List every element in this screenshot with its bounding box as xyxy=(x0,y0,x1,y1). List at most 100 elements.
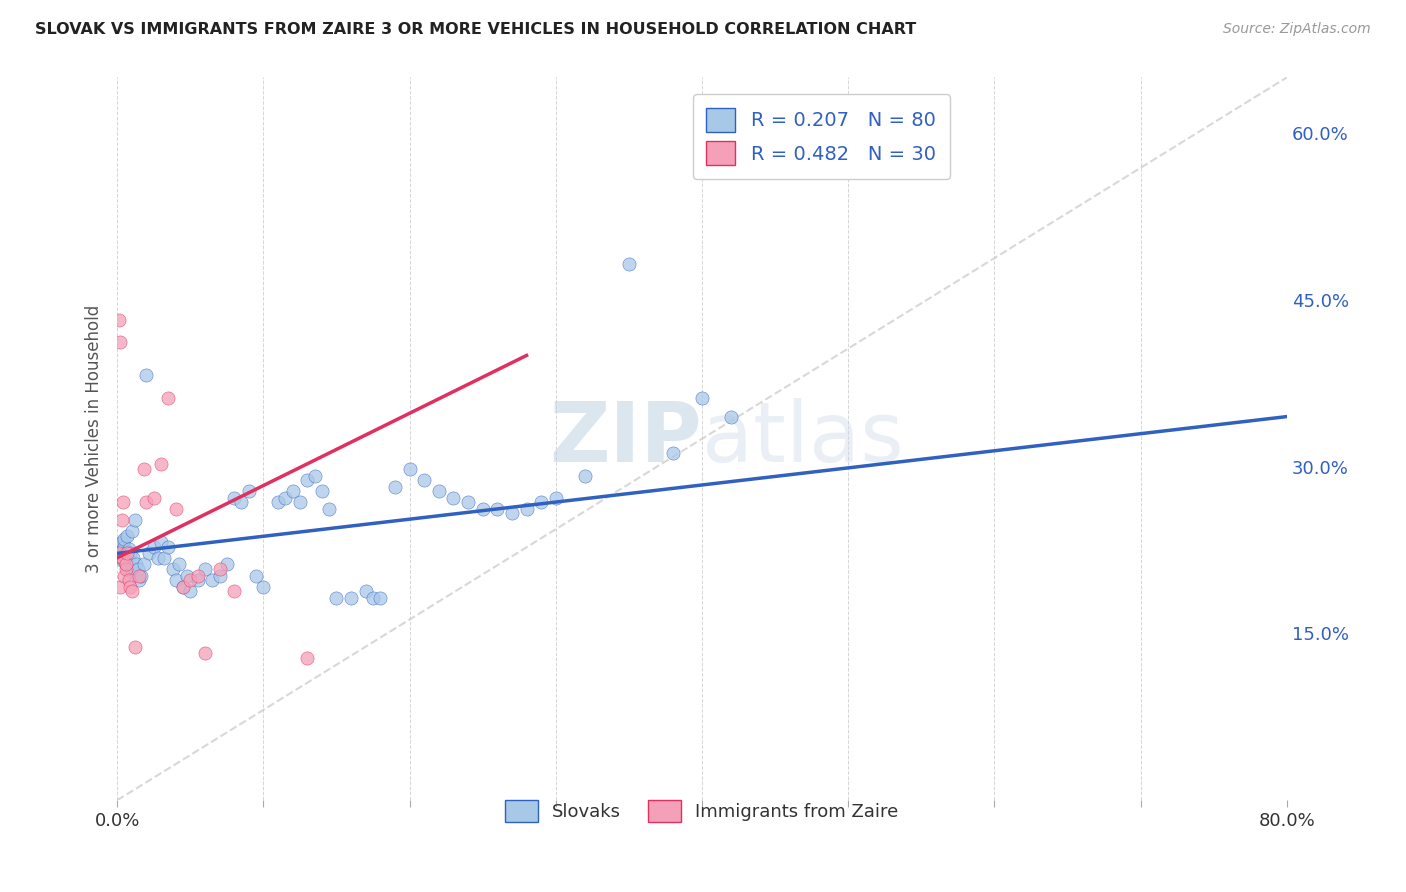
Point xyxy=(121,566,143,580)
Point xyxy=(297,473,319,487)
Point xyxy=(110,513,132,527)
Point xyxy=(142,540,165,554)
Point xyxy=(128,568,150,582)
Point xyxy=(157,391,180,405)
Point xyxy=(110,550,132,565)
Point xyxy=(146,550,169,565)
Point xyxy=(114,549,136,563)
Point xyxy=(208,562,231,576)
Point xyxy=(167,558,190,572)
Point xyxy=(288,495,311,509)
Point xyxy=(384,480,406,494)
Point xyxy=(457,495,479,509)
Point xyxy=(124,640,146,654)
Point xyxy=(120,580,142,594)
Point xyxy=(108,546,131,560)
Point xyxy=(132,558,155,572)
Point xyxy=(486,501,509,516)
Y-axis label: 3 or more Vehicles in Household: 3 or more Vehicles in Household xyxy=(86,305,103,573)
Point xyxy=(530,495,553,509)
Point xyxy=(172,580,194,594)
Point xyxy=(176,568,198,582)
Point xyxy=(398,462,420,476)
Point xyxy=(112,550,135,565)
Point xyxy=(544,491,567,505)
Point xyxy=(471,501,494,516)
Point xyxy=(122,550,145,565)
Point xyxy=(112,554,135,568)
Text: atlas: atlas xyxy=(702,399,904,479)
Point xyxy=(252,580,274,594)
Point xyxy=(720,409,742,424)
Point xyxy=(361,591,384,605)
Point xyxy=(427,484,450,499)
Point xyxy=(281,484,304,499)
Point xyxy=(574,468,596,483)
Point xyxy=(112,543,135,558)
Point xyxy=(118,573,141,587)
Point xyxy=(132,462,155,476)
Point xyxy=(157,540,180,554)
Point xyxy=(120,546,142,560)
Point xyxy=(115,562,138,576)
Point xyxy=(115,558,138,572)
Point xyxy=(150,535,173,549)
Point xyxy=(127,562,149,576)
Point xyxy=(172,580,194,594)
Point xyxy=(108,335,131,350)
Point xyxy=(107,546,129,560)
Point xyxy=(201,573,224,587)
Point xyxy=(107,543,129,558)
Point xyxy=(114,568,136,582)
Point xyxy=(118,541,141,556)
Point xyxy=(443,491,465,505)
Point xyxy=(129,568,152,582)
Point xyxy=(165,573,187,587)
Point xyxy=(114,540,136,554)
Point xyxy=(304,468,326,483)
Point xyxy=(153,550,176,565)
Point xyxy=(231,495,253,509)
Point xyxy=(135,368,157,383)
Point xyxy=(311,484,333,499)
Point xyxy=(354,584,377,599)
Point xyxy=(165,501,187,516)
Point xyxy=(215,558,238,572)
Point xyxy=(194,647,217,661)
Point xyxy=(179,573,201,587)
Point xyxy=(118,553,141,567)
Point xyxy=(516,501,538,516)
Point xyxy=(138,546,160,560)
Point xyxy=(121,584,143,599)
Point xyxy=(117,528,139,542)
Point xyxy=(297,651,319,665)
Point xyxy=(340,591,363,605)
Point xyxy=(370,591,392,605)
Point xyxy=(108,540,131,554)
Point xyxy=(274,491,297,505)
Point xyxy=(117,559,139,574)
Point xyxy=(318,501,340,516)
Point xyxy=(110,550,132,565)
Point xyxy=(124,513,146,527)
Point xyxy=(135,495,157,509)
Point xyxy=(194,562,217,576)
Point xyxy=(107,537,129,551)
Legend: Slovaks, Immigrants from Zaire: Slovaks, Immigrants from Zaire xyxy=(492,788,911,835)
Point xyxy=(114,532,136,546)
Point xyxy=(115,558,138,572)
Point xyxy=(187,568,209,582)
Text: Source: ZipAtlas.com: Source: ZipAtlas.com xyxy=(1223,22,1371,37)
Point xyxy=(128,573,150,587)
Text: SLOVAK VS IMMIGRANTS FROM ZAIRE 3 OR MORE VEHICLES IN HOUSEHOLD CORRELATION CHAR: SLOVAK VS IMMIGRANTS FROM ZAIRE 3 OR MOR… xyxy=(35,22,917,37)
Point xyxy=(108,580,131,594)
Point xyxy=(125,558,148,572)
Point xyxy=(325,591,347,605)
Point xyxy=(617,257,640,271)
Point xyxy=(690,391,713,405)
Point xyxy=(179,584,201,599)
Point xyxy=(267,495,290,509)
Point xyxy=(142,491,165,505)
Point xyxy=(112,495,135,509)
Point xyxy=(661,446,683,460)
